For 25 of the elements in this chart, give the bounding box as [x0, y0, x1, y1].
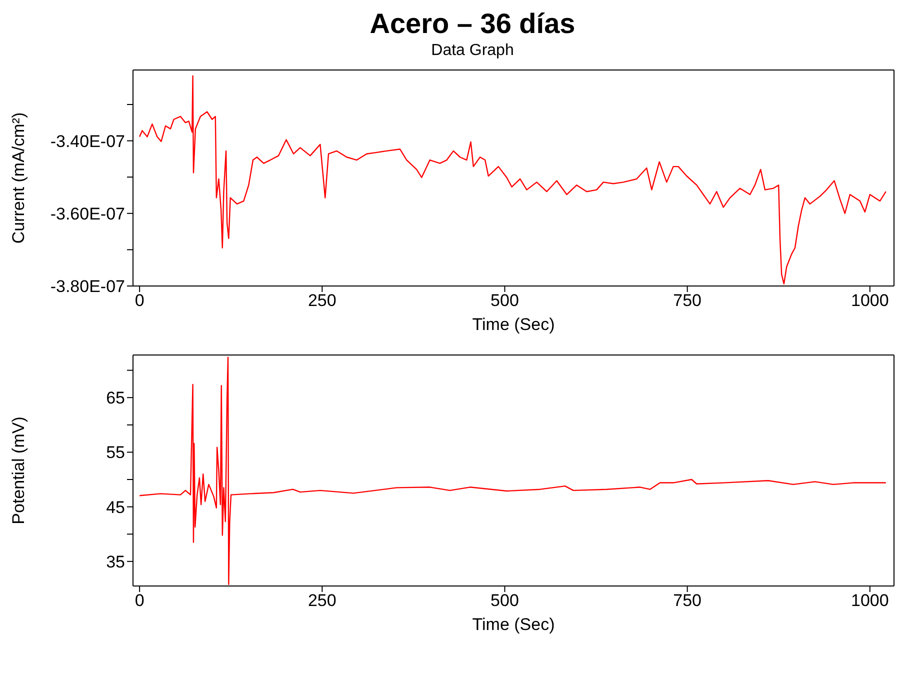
y-tick-label: 45 — [106, 498, 125, 517]
x-tick-label: 750 — [673, 591, 702, 610]
x-tick-label: 0 — [134, 591, 144, 610]
y-axis-title: Potential (mV) — [9, 416, 28, 524]
x-tick-label: 500 — [490, 291, 519, 310]
x-tick-label: 500 — [490, 591, 519, 610]
y-tick-label: 55 — [106, 443, 125, 462]
x-tick-label: 250 — [308, 291, 336, 310]
x-tick-label: 1000 — [850, 291, 889, 310]
y-tick-label: -3.60E-07 — [50, 204, 125, 224]
chart-subtitle: Data Graph — [430, 42, 515, 61]
x-tick-label: 250 — [308, 591, 336, 610]
x-tick-label: 1000 — [850, 591, 889, 610]
y-tick-label: 35 — [106, 552, 125, 572]
x-axis-title: Time (Sec) — [472, 315, 555, 334]
x-tick-label: 0 — [134, 291, 144, 310]
line-series — [138, 75, 886, 284]
y-axis-title: Current (mA/cm²) — [9, 112, 28, 244]
line-series — [138, 356, 886, 585]
y-tick-label: -3.40E-07 — [50, 132, 125, 151]
chart-title: Acero – 36 días — [368, 8, 576, 41]
x-tick-label: 750 — [673, 291, 702, 310]
y-tick-label: 65 — [106, 388, 125, 408]
x-axis-title: Time (Sec) — [472, 615, 555, 634]
y-tick-label: -3.80E-07 — [50, 277, 125, 296]
